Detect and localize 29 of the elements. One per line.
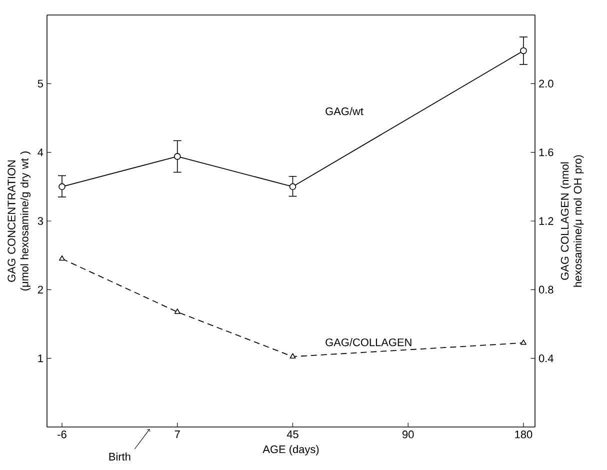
y-tick-label: 5 xyxy=(38,80,44,88)
x-tick-label: 180 xyxy=(515,430,532,438)
y2-tick-label: 0.4 xyxy=(538,354,554,362)
x-axis-title: AGE (days) xyxy=(262,445,319,456)
x-tick-label: 7 xyxy=(174,430,180,438)
x-tick-label: -6 xyxy=(58,430,66,438)
y-tick-label: 2 xyxy=(38,286,43,294)
point xyxy=(174,308,180,314)
point xyxy=(520,47,527,54)
y2-tick-label: 1.6 xyxy=(539,148,554,156)
point xyxy=(520,339,526,345)
y-tick-label: 3 xyxy=(38,217,43,225)
x-tick-label: 45 xyxy=(286,430,298,438)
point xyxy=(59,255,65,261)
y-tick-label: 4 xyxy=(38,148,44,156)
y2-tick-label: 0.8 xyxy=(538,286,554,294)
y2-axis-title: GAG COLLAGEN (nmol hexosamine/μ mol OH pro) xyxy=(560,155,584,287)
x-tick-label: 90 xyxy=(402,430,414,438)
series-label: GAG/COLLAGEN xyxy=(326,338,412,346)
point xyxy=(58,183,66,190)
point xyxy=(289,183,296,190)
point xyxy=(174,153,181,160)
text: Birth xyxy=(109,452,130,461)
y2-tick-label: 1.2 xyxy=(539,217,554,225)
y-tick-label: 1 xyxy=(38,354,43,362)
point xyxy=(290,353,296,359)
y2-tick-label: 2.0 xyxy=(539,80,554,88)
text: GAG/wt xyxy=(326,107,364,116)
y-axis-title: GAG CONCENTRATION (μmol hexosamine/g dry wt ) xyxy=(8,152,31,290)
